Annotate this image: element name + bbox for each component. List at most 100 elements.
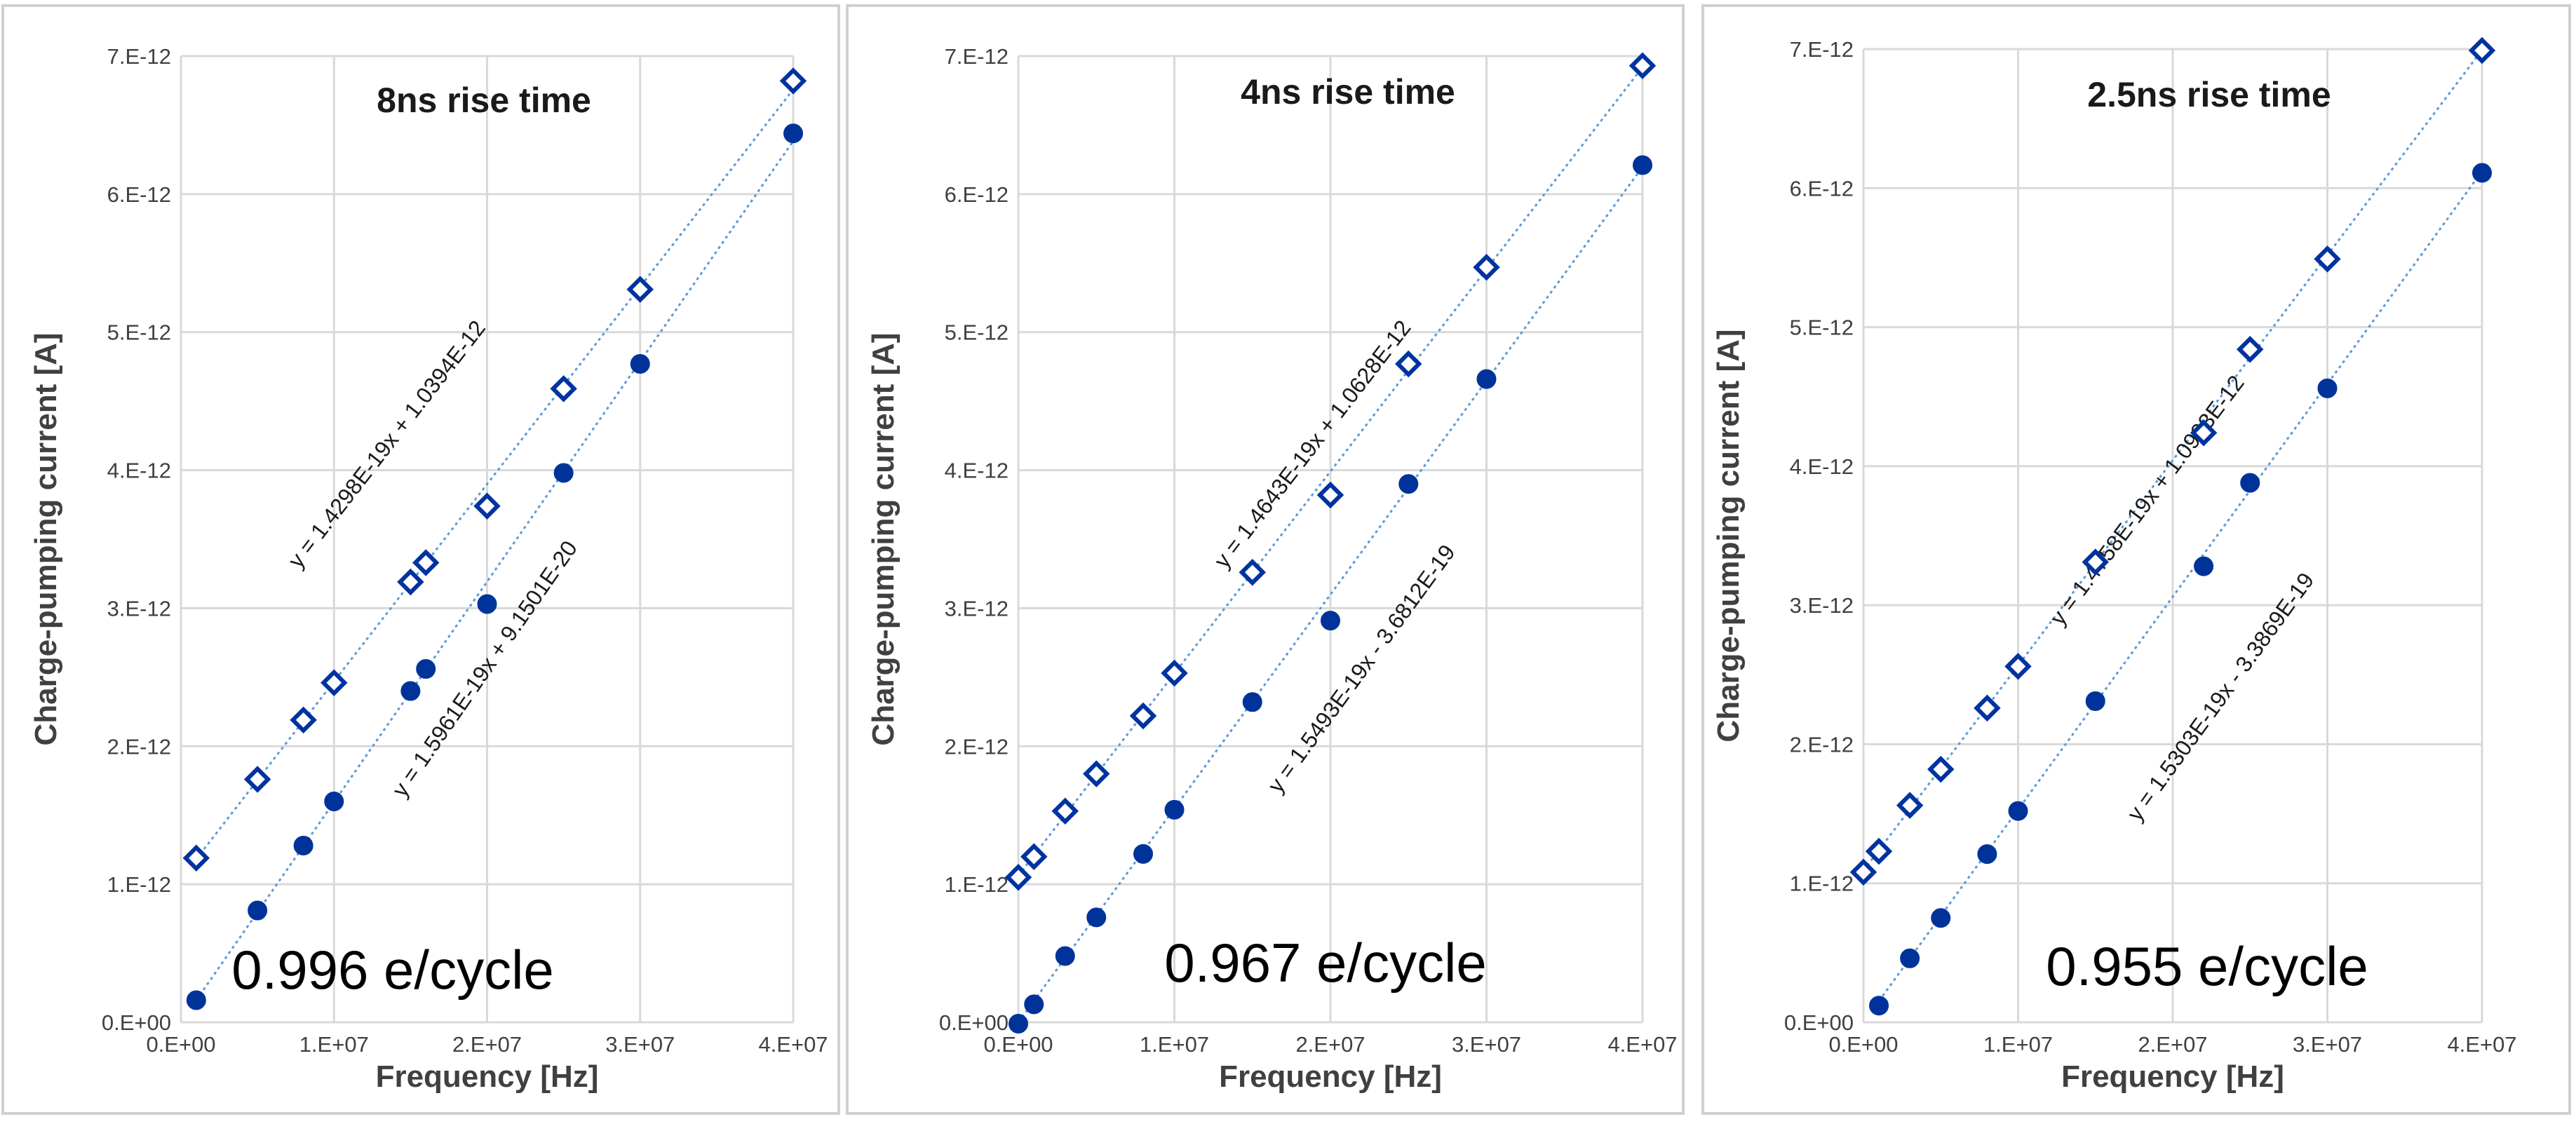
data-point-filled: [1133, 843, 1153, 864]
x-tick-label: 3.E+07: [1452, 1032, 1521, 1057]
y-tick-label: 3.E-12: [1790, 593, 1854, 618]
data-point-filled: [630, 353, 650, 374]
y-axis-label: Charge-pumping current [A]: [866, 332, 901, 745]
data-point-filled: [1398, 474, 1419, 494]
y-tick-label: 1.E-12: [107, 872, 171, 897]
trendline-open: [195, 88, 795, 860]
data-point-open: [290, 706, 317, 734]
data-point-filled: [477, 594, 497, 614]
data-point-filled: [1164, 799, 1185, 820]
data-point-open: [1161, 659, 1188, 687]
data-point-open: [1020, 843, 1048, 871]
data-point-filled: [2085, 691, 2105, 711]
data-point-open: [1974, 694, 2001, 722]
y-tick-label: 5.E-12: [945, 320, 1009, 345]
data-point-filled: [1900, 948, 1920, 968]
x-tick-label: 4.E+07: [1607, 1032, 1677, 1057]
data-point-open: [1129, 702, 1157, 730]
data-point-open: [1083, 760, 1110, 787]
data-point-filled: [1086, 907, 1107, 928]
data-point-open: [1927, 755, 1955, 783]
trendline-filled: [195, 140, 795, 1001]
data-point-filled: [400, 681, 421, 701]
data-point-filled: [1931, 908, 1951, 928]
data-point-open: [243, 766, 271, 793]
x-tick-label: 1.E+07: [299, 1032, 369, 1057]
data-point-filled: [1869, 996, 1889, 1016]
y-axis-label: Charge-pumping current [A]: [29, 332, 63, 745]
data-point-filled: [248, 900, 268, 921]
data-point-filled: [2472, 163, 2492, 183]
data-point-filled: [1024, 994, 1044, 1015]
chart-panel-3: 0.E+00 1.E-12 2.E-12 3.E-12 4.E-12 5.E-12 6.E-…: [1701, 4, 2571, 1115]
y-tick-label: 4.E-12: [1790, 454, 1854, 479]
y-tick-label: 2.E-12: [945, 734, 1009, 759]
data-point-filled: [1242, 692, 1262, 712]
y-tick-label: 2.E-12: [107, 734, 171, 759]
y-tick-label: 0.E+00: [1784, 1010, 1854, 1035]
x-axis-label: Frequency [Hz]: [376, 1059, 599, 1094]
chart-title: 8ns rise time: [377, 81, 591, 120]
y-tick-label: 7.E-12: [945, 44, 1009, 69]
y-tick-label: 1.E-12: [1790, 872, 1854, 896]
data-point-open: [1316, 481, 1344, 509]
chart-title: 4ns rise time: [1241, 72, 1455, 111]
data-point-open: [1239, 559, 1266, 586]
trendline-open: [1862, 49, 2483, 872]
y-tick-label: 3.E-12: [107, 596, 171, 621]
data-point-open: [2314, 245, 2341, 273]
data-point-open: [182, 844, 210, 872]
data-point-open: [1849, 858, 1877, 886]
x-tick-label: 4.E+07: [2447, 1032, 2516, 1057]
data-point-filled: [2317, 378, 2338, 398]
data-point-open: [626, 276, 654, 303]
x-tick-label: 0.E+00: [983, 1032, 1053, 1057]
y-tick-label: 7.E-12: [1790, 37, 1854, 62]
y-tick-label: 6.E-12: [945, 182, 1009, 207]
x-tick-label: 0.E+00: [146, 1032, 215, 1057]
data-point-open: [1051, 797, 1079, 825]
chart-panel-1: 0.E+00 1.E-12 2.E-12 3.E-12 4.E-12 5.E-12 6.E-…: [1, 4, 840, 1115]
x-axis-label: Frequency [Hz]: [1219, 1059, 1442, 1094]
x-tick-label: 2.E+07: [452, 1032, 522, 1057]
data-point-open: [2004, 653, 2032, 680]
y-tick-label: 1.E-12: [945, 872, 1009, 897]
data-point-filled: [1009, 1013, 1028, 1034]
x-tick-label: 1.E+07: [1983, 1032, 2053, 1057]
y-tick-label: 3.E-12: [945, 596, 1009, 621]
data-point-open: [1395, 350, 1422, 378]
data-point-filled: [324, 792, 344, 812]
data-point-filled: [2240, 473, 2260, 493]
data-point-open: [779, 67, 807, 95]
data-point-open: [1628, 52, 1657, 80]
data-point-open: [1896, 792, 1924, 819]
chart-panel-2: 0.E+00 1.E-12 2.E-12 3.E-12 4.E-12 5.E-12 6.E-…: [846, 4, 1685, 1115]
data-point-filled: [2008, 801, 2028, 821]
data-point-open: [1473, 253, 1500, 281]
panel-border: [846, 4, 1685, 1115]
y-tick-label: 0.E+00: [939, 1010, 1009, 1035]
data-point-filled: [293, 836, 313, 856]
x-tick-label: 4.E+07: [758, 1032, 828, 1057]
data-point-open: [2237, 336, 2264, 363]
x-tick-label: 2.E+07: [2138, 1032, 2207, 1057]
y-tick-label: 5.E-12: [107, 320, 171, 345]
x-axis-label: Frequency [Hz]: [2061, 1059, 2284, 1094]
data-point-filled: [1977, 844, 1997, 865]
data-point-filled: [1321, 611, 1340, 631]
y-tick-label: 6.E-12: [1790, 176, 1854, 201]
data-point-filled: [1633, 155, 1652, 175]
x-tick-label: 2.E+07: [1295, 1032, 1365, 1057]
x-tick-label: 0.E+00: [1828, 1032, 1898, 1057]
x-tick-label: 1.E+07: [1140, 1032, 1209, 1057]
data-point-open: [321, 669, 348, 696]
y-tick-label: 5.E-12: [1790, 316, 1854, 340]
y-tick-label: 0.E+00: [102, 1010, 171, 1035]
chart-title: 2.5ns rise time: [2087, 75, 2331, 114]
y-tick-label: 7.E-12: [107, 44, 171, 69]
data-point-open: [2468, 36, 2496, 65]
y-axis-label: Charge-pumping current [A]: [1711, 329, 1746, 742]
x-tick-label: 3.E+07: [605, 1032, 675, 1057]
data-point-filled: [1055, 946, 1075, 966]
